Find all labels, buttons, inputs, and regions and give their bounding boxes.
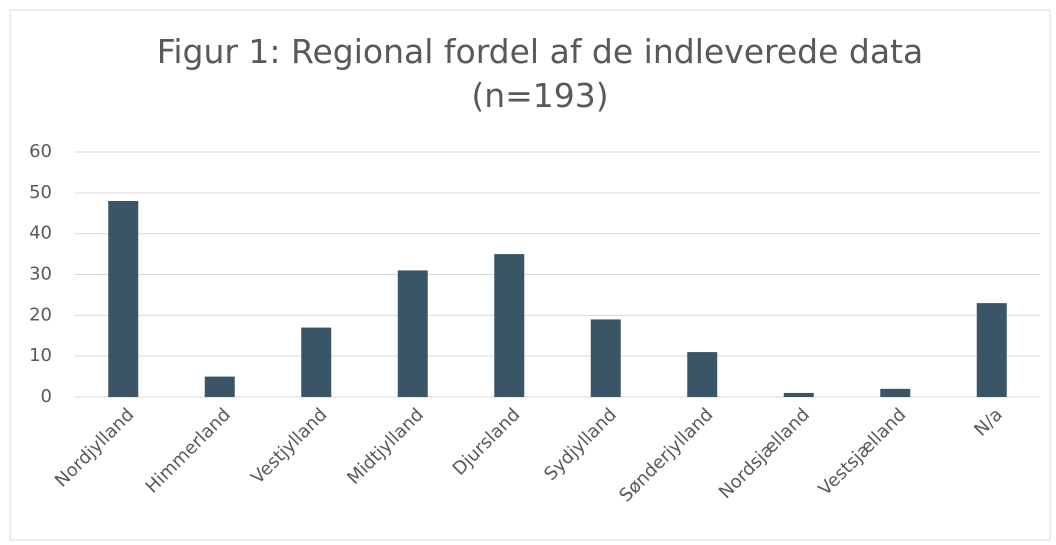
bar [204,376,235,397]
bar [494,254,525,397]
bar [108,201,139,397]
bar [301,327,332,397]
bar [783,392,814,397]
x-tick-label: Sønderjylland [615,404,717,506]
bar [397,270,428,397]
x-tick-label: Djursland [449,404,525,480]
x-tick-label: N/a [970,404,1006,440]
bar [880,388,911,397]
x-tick-label: Midtjylland [343,404,428,489]
y-tick-label: 30 [29,264,52,285]
y-tick-label: 10 [29,345,52,366]
y-tick-label: 20 [29,304,52,325]
x-tick-label: Nordsjælland [715,404,814,503]
bar [590,319,621,397]
y-tick-label: 40 [29,223,52,244]
chart-title: Figur 1: Regional fordel af de indlevere… [156,32,924,115]
y-tick-label: 50 [29,182,52,203]
x-tick-label: Sydjylland [540,404,621,485]
x-tick-label: Nordjylland [51,404,138,491]
y-tick-label: 0 [41,386,52,407]
x-tick-label: Vestjylland [247,404,331,488]
y-tick-label: 60 [29,141,52,162]
x-tick-label: Vestsjælland [815,404,911,500]
x-tick-label: Himmerland [142,404,235,497]
frame-border [9,9,1051,541]
bar [687,352,718,397]
bar [976,303,1007,397]
